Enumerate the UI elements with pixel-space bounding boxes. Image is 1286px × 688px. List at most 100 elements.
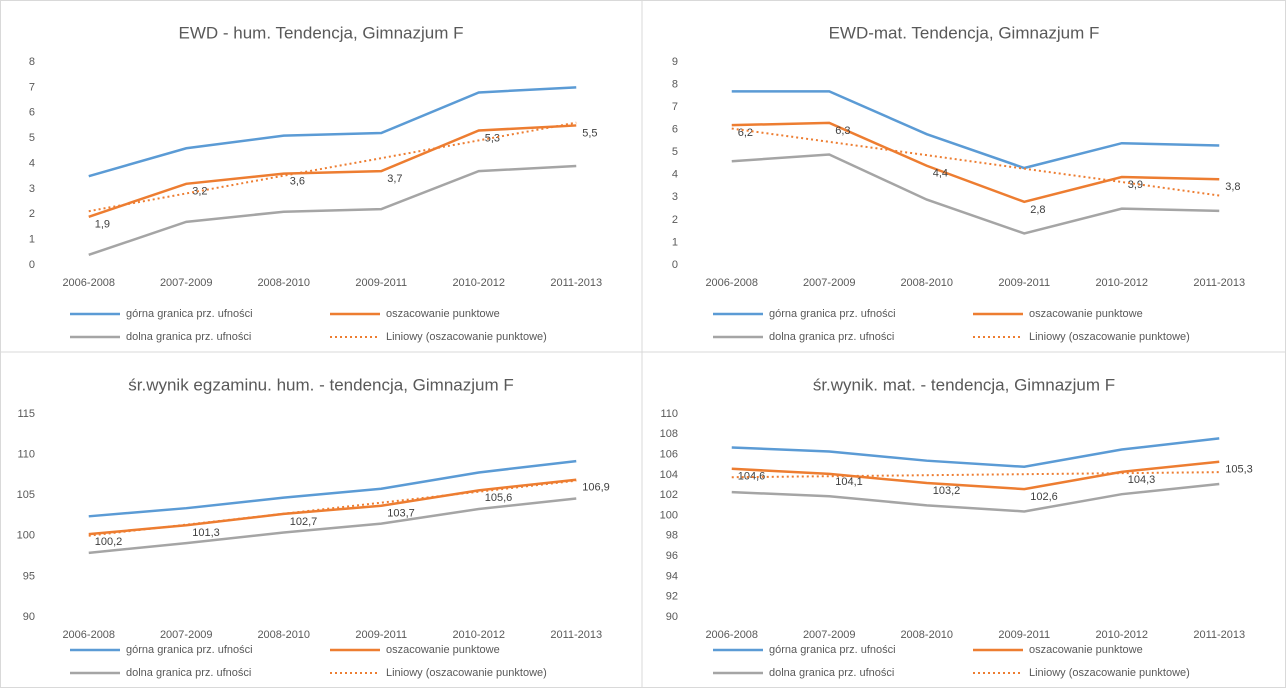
data-label: 3,2 [192, 186, 207, 198]
x-tick-label: 2007-2009 [160, 277, 213, 289]
y-tick-label: 7 [29, 81, 35, 93]
x-tick-label: 2008-2010 [900, 277, 953, 289]
legend-label: górna granica prz. ufności [769, 644, 896, 656]
data-label: 104,3 [1128, 474, 1156, 486]
legend-label: oszacowanie punktowe [386, 644, 500, 656]
data-label: 103,2 [933, 485, 961, 497]
y-tick-label: 2 [29, 208, 35, 220]
x-tick-label: 2006-2008 [705, 629, 758, 641]
legend-label: oszacowanie punktowe [1029, 308, 1143, 320]
data-label: 3,8 [1225, 181, 1240, 193]
y-tick-label: 102 [660, 489, 678, 501]
x-tick-label: 2008-2010 [257, 277, 310, 289]
data-label: 3,7 [387, 173, 402, 185]
legend-label: Liniowy (oszacowanie punktowe) [386, 331, 547, 343]
y-tick-label: 106 [660, 449, 678, 461]
data-label: 4,4 [933, 168, 948, 180]
data-label: 105,3 [1225, 464, 1253, 476]
x-tick-label: 2009-2011 [355, 629, 407, 641]
legend-label: Liniowy (oszacowanie punktowe) [1029, 331, 1190, 343]
y-tick-label: 3 [29, 183, 35, 195]
series-line [88, 479, 577, 537]
x-tick-label: 2007-2009 [160, 629, 213, 641]
y-tick-label: 0 [29, 259, 35, 271]
legend-label: dolna granica prz. ufności [126, 331, 251, 343]
y-tick-label: 100 [660, 509, 678, 521]
x-tick-label: 2006-2008 [62, 277, 115, 289]
data-label: 104,6 [738, 471, 766, 483]
series-line [88, 459, 577, 518]
y-tick-label: 90 [666, 611, 678, 623]
x-tick-label: 2011-2013 [550, 277, 602, 289]
x-tick-label: 2010-2012 [452, 277, 505, 289]
y-tick-label: 4 [29, 157, 35, 169]
y-tick-label: 96 [666, 550, 678, 562]
y-tick-label: 5 [29, 132, 35, 144]
x-tick-label: 2009-2011 [355, 277, 407, 289]
y-tick-label: 4 [672, 169, 678, 181]
series-line [731, 437, 1220, 469]
x-tick-label: 2010-2012 [1095, 629, 1148, 641]
y-tick-label: 8 [29, 56, 35, 68]
series-line [88, 497, 577, 555]
x-tick-label: 2009-2011 [998, 277, 1050, 289]
chart-title: EWD - hum. Tendencja, Gimnazjum F [179, 23, 464, 42]
series-line [731, 121, 1220, 204]
y-tick-label: 94 [666, 570, 678, 582]
series-line [88, 124, 577, 218]
legend-label: górna granica prz. ufności [126, 308, 253, 320]
y-tick-label: 100 [17, 530, 35, 542]
x-tick-label: 2006-2008 [62, 629, 115, 641]
y-tick-label: 98 [666, 530, 678, 542]
data-label: 6,3 [835, 125, 850, 137]
y-tick-label: 6 [29, 107, 35, 119]
x-tick-label: 2010-2012 [1095, 277, 1148, 289]
x-tick-label: 2007-2009 [803, 629, 856, 641]
legend-label: Liniowy (oszacowanie punktowe) [1029, 667, 1190, 679]
legend-label: oszacowanie punktowe [1029, 644, 1143, 656]
x-tick-label: 2007-2009 [803, 277, 856, 289]
legend-label: oszacowanie punktowe [386, 308, 500, 320]
y-tick-label: 1 [29, 234, 35, 246]
y-tick-label: 1 [672, 236, 678, 248]
y-tick-label: 5 [672, 146, 678, 158]
series-line [731, 471, 1220, 479]
x-tick-label: 2006-2008 [705, 277, 758, 289]
y-tick-label: 105 [17, 489, 35, 501]
y-tick-label: 8 [672, 78, 678, 90]
x-tick-label: 2011-2013 [1193, 277, 1245, 289]
legend-label: górna granica prz. ufności [126, 644, 253, 656]
data-label: 3,6 [290, 176, 305, 188]
y-tick-label: 9 [672, 56, 678, 68]
data-label: 104,1 [835, 476, 863, 488]
y-tick-label: 110 [17, 449, 35, 461]
data-label: 106,9 [582, 482, 610, 494]
series-line [731, 460, 1220, 491]
data-label: 101,3 [192, 527, 220, 539]
data-label: 102,6 [1030, 491, 1058, 503]
data-label: 3,9 [1128, 179, 1143, 191]
legend-label: Liniowy (oszacowanie punktowe) [386, 667, 547, 679]
data-label: 5,5 [582, 127, 597, 139]
y-tick-label: 6 [672, 124, 678, 136]
series-line [88, 164, 577, 257]
y-tick-label: 104 [660, 469, 678, 481]
y-tick-label: 95 [23, 570, 35, 582]
y-tick-label: 90 [23, 611, 35, 623]
legend-label: dolna granica prz. ufności [769, 331, 894, 343]
x-tick-label: 2008-2010 [900, 629, 953, 641]
legend-label: dolna granica prz. ufności [126, 667, 251, 679]
data-label: 105,6 [485, 492, 513, 504]
chart-title: EWD-mat. Tendencja, Gimnazjum F [829, 23, 1100, 42]
y-tick-label: 108 [660, 428, 678, 440]
x-tick-label: 2008-2010 [257, 629, 310, 641]
data-label: 102,7 [290, 516, 318, 528]
x-tick-label: 2010-2012 [452, 629, 505, 641]
y-tick-label: 2 [672, 214, 678, 226]
x-tick-label: 2011-2013 [1193, 629, 1245, 641]
series-line [731, 482, 1220, 513]
data-label: 100,2 [95, 536, 123, 548]
y-tick-label: 7 [672, 101, 678, 113]
